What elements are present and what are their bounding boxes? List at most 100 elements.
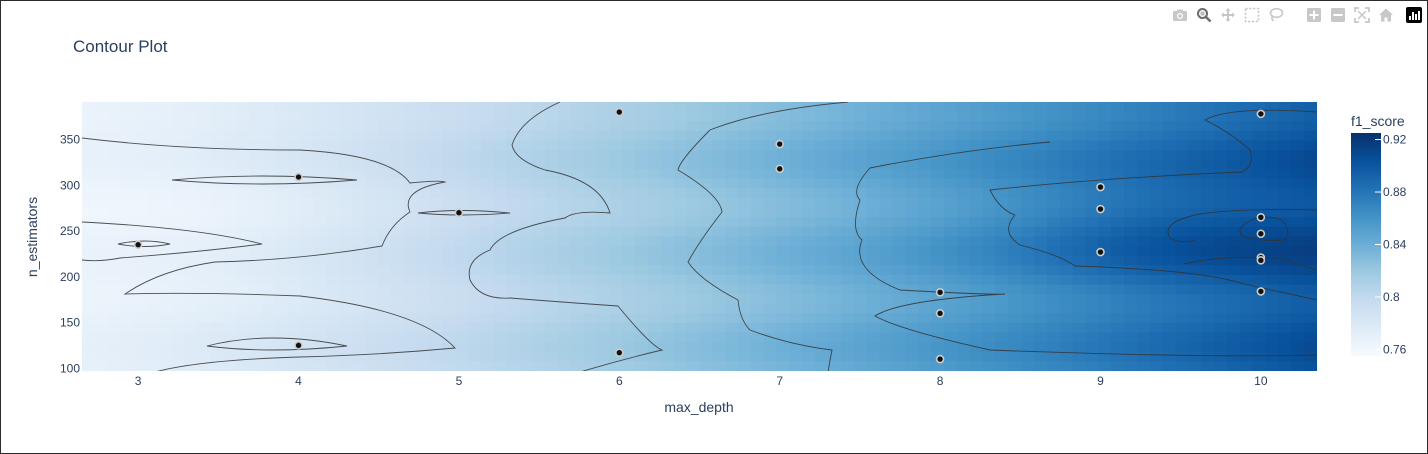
contour-cell (725, 236, 739, 247)
contour-cell (776, 207, 791, 218)
contour-cell (686, 351, 701, 362)
contour-cell (738, 178, 752, 190)
contour-cell (1136, 313, 1151, 324)
zoom-in-icon[interactable] (1304, 5, 1324, 25)
contour-cell (892, 313, 906, 324)
contour-cell (313, 265, 328, 276)
camera-icon[interactable] (1170, 5, 1190, 25)
contour-cell (184, 313, 199, 324)
contour-cell (82, 246, 96, 257)
contour-cell (1059, 313, 1074, 324)
contour-cell (635, 294, 649, 305)
contour-cell (1085, 140, 1099, 151)
contour-cell (956, 313, 971, 324)
contour-cell (339, 169, 353, 180)
contour-cell (673, 188, 688, 199)
contour-cell (133, 188, 147, 199)
contour-cell (686, 361, 701, 371)
contour-cell (120, 188, 135, 199)
contour-cell (467, 303, 482, 314)
contour-cell (1278, 284, 1292, 295)
contour-cell (750, 255, 765, 266)
contour-cell (815, 284, 829, 295)
contour-cell (1021, 361, 1035, 371)
contour-cell (943, 226, 958, 238)
contour-cell (107, 226, 122, 238)
plotly-logo-icon[interactable] (1406, 7, 1422, 23)
contour-cell (1008, 303, 1022, 314)
contour-cell (1085, 102, 1099, 113)
contour-cell (300, 255, 315, 266)
contour-cell (1201, 130, 1215, 142)
trial-point (1256, 109, 1266, 119)
contour-cell (236, 361, 250, 371)
contour-cell (853, 178, 868, 190)
contour-cell (184, 102, 199, 113)
contour-cell (995, 198, 1009, 209)
zoom-out-icon[interactable] (1328, 5, 1348, 25)
contour-cell (1124, 169, 1138, 180)
contour-cell (841, 284, 855, 295)
contour-cell (146, 361, 160, 371)
contour-cell (339, 121, 353, 132)
contour-cell (725, 332, 739, 343)
contour-cell (274, 246, 289, 257)
contour-cell (82, 178, 96, 190)
contour-cell (197, 313, 212, 324)
contour-cell (1214, 226, 1228, 238)
contour-cell (1046, 361, 1061, 371)
contour-cell (725, 159, 739, 170)
box-select-icon[interactable] (1242, 5, 1262, 25)
lasso-select-icon[interactable] (1266, 5, 1286, 25)
contour-cell (480, 121, 495, 132)
contour-cell (1085, 150, 1099, 161)
contour-cell (673, 313, 688, 324)
contour-cell (1226, 188, 1241, 199)
contour-cell (1239, 130, 1254, 142)
contour-cell (969, 313, 984, 324)
contour-cell (429, 313, 443, 324)
contour-cell (429, 294, 443, 305)
contour-cell (1136, 169, 1151, 180)
contour-cell (892, 351, 906, 362)
contour-cell (365, 342, 379, 353)
contour-cell (1188, 226, 1202, 238)
contour-cell (159, 246, 173, 257)
contour-cell (545, 284, 559, 295)
contour-cell (789, 130, 804, 142)
contour-cell (1008, 313, 1022, 324)
contour-cell (905, 265, 919, 276)
contour-cell (879, 207, 894, 218)
contour-cell (609, 246, 623, 257)
contour-cell (570, 294, 585, 305)
contour-cell (995, 351, 1009, 362)
contour-cell (841, 140, 855, 151)
contour-cell (1188, 294, 1202, 305)
contour-cell (1021, 140, 1035, 151)
contour-cell (365, 226, 379, 238)
trial-point (935, 354, 945, 364)
contour-cell (210, 140, 225, 151)
contour-cell (853, 150, 868, 161)
contour-cell (223, 274, 237, 286)
contour-cell (236, 159, 250, 170)
contour-cell (879, 294, 894, 305)
pan-icon[interactable] (1218, 5, 1238, 25)
contour-cell (262, 188, 276, 199)
autoscale-icon[interactable] (1352, 5, 1372, 25)
contour-cell (1265, 159, 1279, 170)
contour-cell (763, 169, 778, 180)
contour-cell (815, 246, 829, 257)
contour-cell (789, 342, 804, 353)
contour-cell (750, 246, 765, 257)
contour-cell (956, 130, 971, 142)
contour-cell (583, 236, 598, 247)
contour-cell (1021, 294, 1035, 305)
contour-cell (519, 255, 533, 266)
reset-axes-icon[interactable] (1376, 5, 1396, 25)
contour-cell (943, 217, 958, 228)
zoom-icon[interactable] (1194, 5, 1214, 25)
contour-cell (480, 159, 495, 170)
contour-cell (918, 342, 932, 353)
contour-cell (493, 111, 508, 122)
